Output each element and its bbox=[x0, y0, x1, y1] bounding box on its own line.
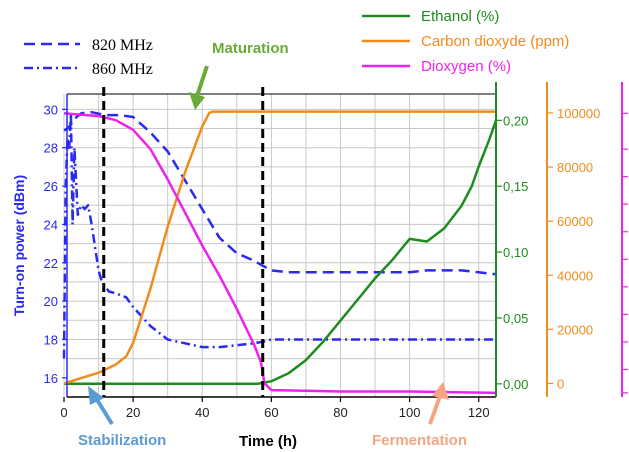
legend-right-label-1: Carbon dioxyde (ppm) bbox=[421, 33, 569, 50]
x-tick-label: 60 bbox=[264, 405, 278, 420]
series-line-2 bbox=[64, 119, 498, 386]
plot-frame bbox=[66, 93, 496, 398]
x-tick-label: 120 bbox=[468, 405, 490, 420]
co2-tick-label: 0 bbox=[557, 376, 564, 391]
legend-label-0: 820 MHz bbox=[92, 37, 153, 54]
ethanol-tick-label: 0,15 bbox=[503, 179, 528, 194]
left-tick-label: 16 bbox=[44, 371, 58, 386]
maturation-arrow bbox=[195, 65, 209, 97]
left-tick-label: 28 bbox=[44, 141, 58, 156]
co2-tick-label: 60000 bbox=[557, 214, 593, 229]
fermentation-arrow bbox=[428, 395, 442, 425]
series-line-3 bbox=[63, 110, 496, 385]
co2-tick-label: 40000 bbox=[557, 268, 593, 283]
left-tick-label: 20 bbox=[44, 294, 58, 309]
x-tick-label: 20 bbox=[126, 405, 140, 420]
left-tick-label: 30 bbox=[44, 102, 58, 117]
x-axis-label: Time (h) bbox=[239, 433, 297, 450]
annotation-fermentation: Fermentation bbox=[372, 432, 467, 449]
left-tick-label: 22 bbox=[44, 256, 58, 271]
x-tick-label: 100 bbox=[399, 405, 421, 420]
maturation-arrow-head bbox=[189, 92, 205, 110]
plot-lines bbox=[62, 87, 498, 397]
ethanol-tick-label: 0,20 bbox=[503, 113, 528, 128]
stabilization-arrow-head bbox=[88, 386, 104, 405]
annotation-maturation: Maturation bbox=[212, 40, 289, 57]
left-tick-label: 26 bbox=[44, 179, 58, 194]
ethanol-tick-label: 0,10 bbox=[503, 245, 528, 260]
annotation-stabilization: Stabilization bbox=[78, 432, 166, 449]
left-tick-label: 24 bbox=[44, 217, 58, 232]
series-line-0 bbox=[63, 110, 497, 276]
co2-tick-label: 100000 bbox=[557, 106, 600, 121]
annotations: Maturation Stabilization Fermentation bbox=[78, 40, 467, 449]
x-tick-label: 40 bbox=[195, 405, 209, 420]
axes: 0 20 40 60 80 100 120 Time (h) 16 18 20 22 24 26 28 30 T… bbox=[11, 82, 628, 450]
legend-right-label-2: Dioxygen (%) bbox=[421, 58, 511, 75]
legend-label-1: 860 MHz bbox=[92, 61, 153, 78]
ethanol-tick-label: 0,05 bbox=[503, 311, 528, 326]
co2-tick-label: 20000 bbox=[557, 322, 593, 337]
fermentation-arrow-head bbox=[432, 382, 449, 400]
ethanol-tick-label: 0,00 bbox=[503, 377, 528, 392]
legend-right-label-0: Ethanol (%) bbox=[421, 8, 499, 25]
left-tick-label: 18 bbox=[44, 332, 58, 347]
left-axis-label: Turn-on power (dBm) bbox=[11, 175, 27, 316]
stabilization-arrow bbox=[94, 396, 114, 426]
series-line-4 bbox=[63, 112, 497, 395]
co2-tick-label: 80000 bbox=[557, 160, 593, 175]
legends: 820 MHz 860 MHz Ethanol (%) Carbon dioxyde … bbox=[24, 8, 569, 78]
x-tick-label: 0 bbox=[60, 405, 67, 420]
x-tick-label: 80 bbox=[333, 405, 347, 420]
